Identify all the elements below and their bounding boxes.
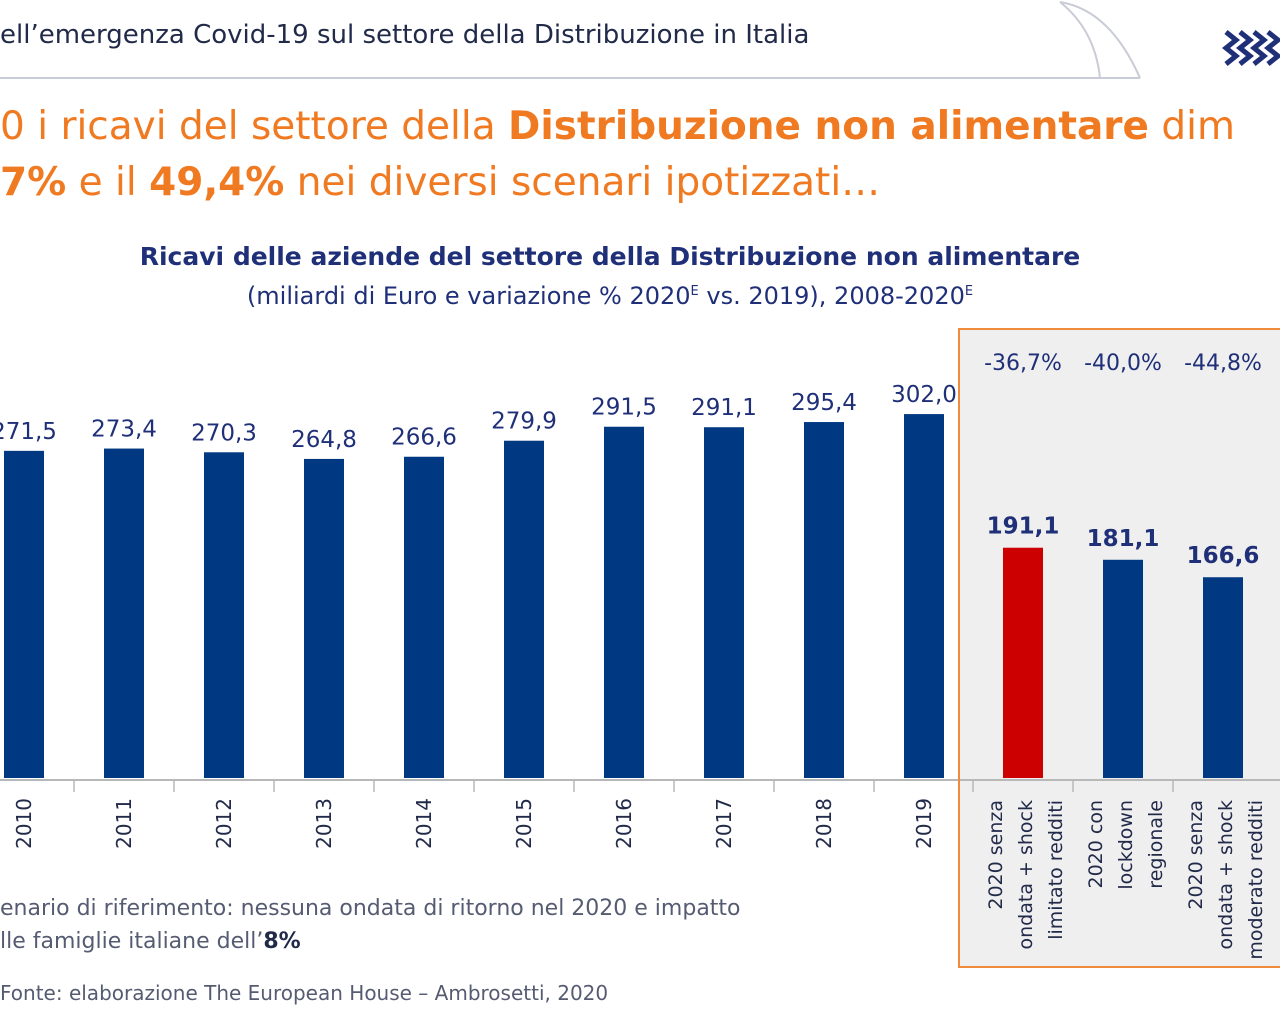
footnote-line-2-bold: 8% (263, 929, 301, 954)
bar-2016 (604, 426, 644, 778)
scenario-change-label-1: -36,7% (984, 351, 1062, 376)
scenario-value-label-1: 191,1 (987, 514, 1060, 540)
value-label-2012: 270,3 (191, 420, 257, 446)
bar-2018 (804, 422, 844, 778)
scenario-label-2-line-1: 2020 con (1085, 800, 1107, 889)
bar-2012 (204, 452, 244, 778)
bar-2019 (904, 414, 944, 778)
scenario-label-3-line-1: 2020 senza (1185, 800, 1207, 910)
scenario-bar-1 (1003, 547, 1043, 778)
headline-line-1-pre: 0 i ricavi del settore della (0, 104, 508, 149)
scenario-label-2-line-2: lockdown (1115, 800, 1137, 890)
bar-2014 (404, 456, 444, 778)
value-label-2015: 279,9 (491, 409, 557, 435)
headline-line-2-bold-2: 49,4% (149, 160, 285, 205)
scenario-label-1-line-2: ondata + shock (1015, 800, 1037, 949)
scenario-value-label-2: 181,1 (1087, 526, 1160, 552)
value-label-2018: 295,4 (791, 390, 857, 416)
footnote-line-2-pre: lle famiglie italiane dell’ (0, 929, 264, 954)
header-divider (0, 77, 1140, 79)
headline-line-2: 7% e il 49,4% nei diversi scenari ipotiz… (0, 160, 880, 205)
year-label-2011: 2011 (112, 798, 136, 849)
scenario-bar-2 (1103, 559, 1143, 778)
year-label-2013: 2013 (312, 798, 336, 849)
chart-subtitle: (miliardi di Euro e variazione % 2020E v… (0, 282, 1220, 310)
bar-2011 (104, 448, 144, 778)
header-swoosh-decoration (1059, 1, 1141, 79)
value-label-2017: 291,1 (691, 395, 757, 421)
year-label-2019: 2019 (912, 798, 936, 849)
footnote-line-2: lle famiglie italiane dell’8% (0, 925, 741, 958)
year-label-2010: 2010 (12, 798, 36, 849)
chart-subtitle-sup-1: E (690, 284, 699, 299)
chart-subtitle-mid: vs. 2019), 2008-2020 (698, 282, 965, 310)
chart-subtitle-sup-2: E (964, 284, 974, 299)
scenario-value-label-3: 166,6 (1187, 543, 1260, 569)
scenario-label-1-line-1: 2020 senza (985, 800, 1007, 910)
value-label-2011: 273,4 (91, 417, 157, 443)
value-label-2014: 266,6 (391, 425, 457, 451)
header-title: ell’emergenza Covid-19 sul settore della… (0, 20, 810, 50)
headline-line-1-post: dim (1149, 104, 1235, 149)
bar-2015 (504, 440, 544, 778)
footnote-line-1: enario di riferimento: nessuna ondata di… (0, 896, 741, 921)
year-label-2014: 2014 (412, 798, 436, 849)
year-label-2017: 2017 (712, 798, 736, 849)
header-band (0, 0, 1280, 80)
year-label-2012: 2012 (212, 798, 236, 849)
headline-line-2-mid: e il (66, 160, 150, 205)
chart-title: Ricavi delle aziende del settore della D… (139, 242, 1081, 271)
bar-2017 (704, 427, 744, 778)
year-label-2018: 2018 (812, 798, 836, 849)
headline-line-2-post: nei diversi scenari ipotizzati… (284, 160, 881, 205)
scenario-change-label-2: -40,0% (1084, 351, 1162, 376)
scenario-label-1-line-3: limitato redditi (1045, 800, 1067, 940)
scenario-change-label-3: -44,8% (1184, 351, 1262, 376)
value-label-2019: 302,0 (891, 382, 957, 408)
scenario-label-2-line-3: regionale (1145, 800, 1167, 889)
scenario-label-3-line-3: moderato redditi (1245, 800, 1267, 960)
year-label-2016: 2016 (612, 798, 636, 849)
chart-subtitle-pre: (miliardi di Euro e variazione % 2020 (246, 282, 691, 310)
footnote: enario di riferimento: nessuna ondata di… (0, 892, 741, 958)
value-label-2010: 271,5 (0, 419, 57, 445)
bar-2010 (4, 450, 44, 778)
scenario-label-3-line-2: ondata + shock (1215, 800, 1237, 949)
bar-2013 (304, 458, 344, 778)
value-label-2013: 264,8 (291, 427, 357, 453)
year-label-2015: 2015 (512, 798, 536, 849)
scenario-bar-3 (1203, 577, 1243, 778)
headline-line-2-bold-1: 7% (0, 160, 67, 205)
source-note: Fonte: elaborazione The European House –… (0, 981, 609, 1005)
headline-line-1-bold: Distribuzione non alimentare (508, 104, 1149, 149)
value-label-2016: 291,5 (591, 395, 657, 421)
ambrosetti-logo-icon (1222, 30, 1280, 66)
headline-line-1: 0 i ricavi del settore della Distribuzio… (0, 104, 1235, 149)
